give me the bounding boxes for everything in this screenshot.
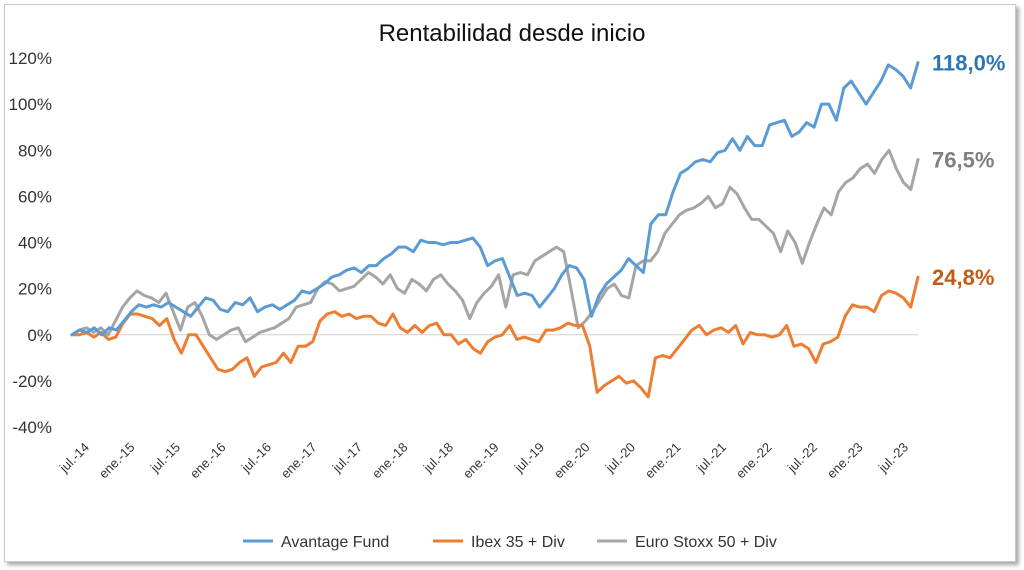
end-labels: 118,0% 24,8% 76,5% bbox=[932, 51, 1005, 290]
x-tick-label: ene.-19 bbox=[460, 440, 502, 482]
series-line bbox=[70, 61, 920, 337]
x-tick-label: jul.-16 bbox=[238, 440, 274, 476]
x-tick-label: ene.-15 bbox=[96, 440, 138, 482]
x-tick-label: ene.-18 bbox=[369, 440, 411, 482]
y-tick-label: 20% bbox=[18, 280, 52, 299]
legend-label: Ibex 35 + Div bbox=[471, 534, 565, 551]
x-tick-label: ene.-16 bbox=[187, 440, 229, 482]
x-tick-label: jul.-15 bbox=[147, 440, 183, 476]
chart-title: Rentabilidad desde inicio bbox=[379, 20, 646, 47]
series-line bbox=[70, 148, 920, 344]
x-tick-label: jul.-17 bbox=[329, 440, 365, 476]
y-tick-label: -20% bbox=[12, 372, 52, 391]
y-tick-label: -40% bbox=[12, 418, 52, 437]
x-tick-label: jul.-19 bbox=[511, 440, 547, 476]
x-tick-label: jul.-20 bbox=[602, 440, 638, 476]
y-axis-ticks: 120% 100% 80% 60% 40% 20% 0% -20% -40% bbox=[9, 49, 52, 437]
x-tick-label: jul.-22 bbox=[784, 440, 820, 476]
x-tick-label: jul.-23 bbox=[875, 440, 911, 476]
y-tick-label: 80% bbox=[18, 141, 52, 160]
x-tick-label: ene.-22 bbox=[733, 440, 775, 482]
x-tick-label: jul.-21 bbox=[693, 440, 729, 476]
y-tick-label: 0% bbox=[27, 326, 52, 345]
series-end-label: 76,5% bbox=[932, 147, 994, 172]
legend-label: Avantage Fund bbox=[281, 534, 389, 551]
y-tick-label: 100% bbox=[9, 95, 52, 114]
series-lines bbox=[70, 61, 920, 399]
series-end-label: 24,8% bbox=[932, 265, 994, 290]
x-tick-label: ene.-17 bbox=[278, 440, 320, 482]
series-line bbox=[70, 275, 920, 399]
legend: Avantage Fund Ibex 35 + Div Euro Stoxx 50 … bbox=[243, 534, 777, 551]
series-end-label: 118,0% bbox=[932, 51, 1005, 76]
y-tick-label: 60% bbox=[18, 187, 52, 206]
x-axis-ticks: jul.-14 ene.-15 jul.-15 ene.-16 jul.-16 ene.-… bbox=[56, 440, 911, 482]
legend-label: Euro Stoxx 50 + Div bbox=[635, 534, 777, 551]
x-tick-label: jul.-14 bbox=[56, 440, 92, 476]
y-tick-label: 40% bbox=[18, 234, 52, 253]
y-tick-label: 120% bbox=[9, 49, 52, 68]
x-tick-label: ene.-20 bbox=[551, 440, 593, 482]
x-tick-label: ene.-23 bbox=[824, 440, 866, 482]
x-tick-label: ene.-21 bbox=[642, 440, 684, 482]
x-tick-label: jul.-18 bbox=[420, 440, 456, 476]
